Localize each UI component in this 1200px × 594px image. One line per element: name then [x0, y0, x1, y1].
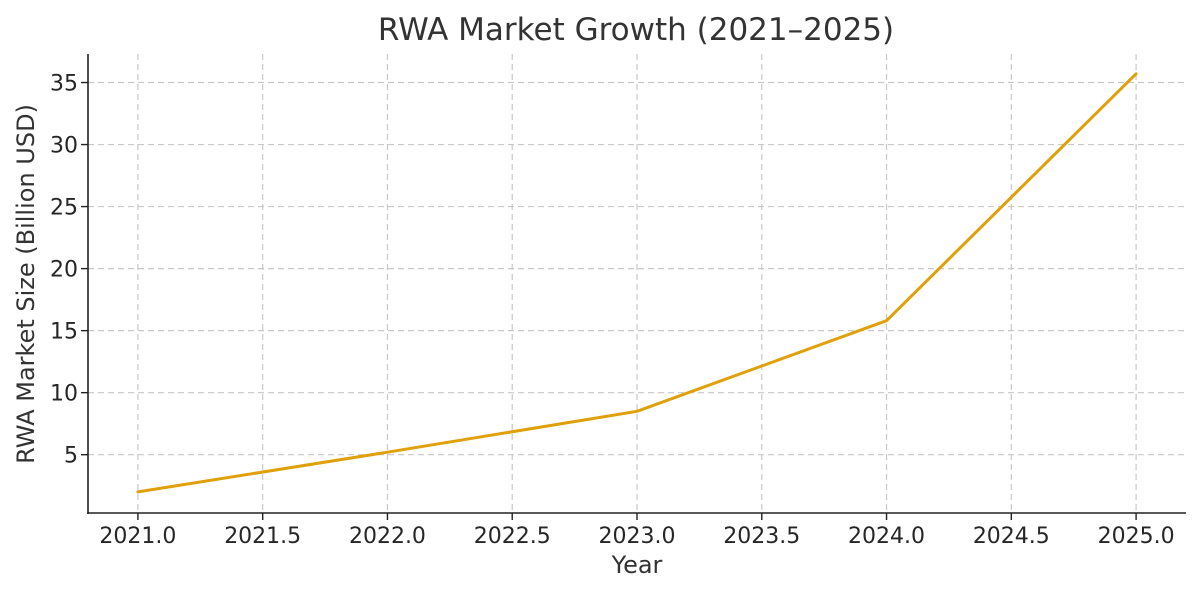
y-tick-label: 25 — [50, 196, 78, 221]
x-tick-label: 2022.5 — [474, 524, 551, 549]
grid — [88, 54, 1186, 513]
x-axis-ticks: 2021.0 2021.5 2022.0 2022.5 2023.0 2023.5 2024… — [99, 513, 1175, 549]
x-tick-label: 2023.0 — [599, 524, 676, 549]
series-line — [136, 72, 1138, 494]
x-tick-label: 2024.0 — [848, 524, 925, 549]
x-tick-label: 2021.0 — [99, 524, 176, 549]
x-tick-label: 2021.5 — [224, 524, 301, 549]
x-axis-label: Year — [611, 551, 663, 579]
x-tick-label: 2024.5 — [973, 524, 1050, 549]
y-tick-label: 35 — [50, 72, 78, 97]
x-tick-label: 2025.0 — [1098, 524, 1175, 549]
y-tick-label: 30 — [50, 134, 78, 159]
x-tick-label: 2023.5 — [723, 524, 800, 549]
chart-title: RWA Market Growth (2021–2025) — [378, 12, 894, 48]
x-tick-label: 2022.0 — [349, 524, 426, 549]
y-tick-label: 5 — [64, 444, 78, 469]
series-layer — [136, 72, 1138, 494]
y-axis-ticks: 5 10 15 20 25 30 35 — [50, 72, 88, 469]
y-tick-label: 10 — [50, 382, 78, 407]
y-tick-label: 20 — [50, 258, 78, 283]
y-tick-label: 15 — [50, 320, 78, 345]
y-axis-label: RWA Market Size (Billion USD) — [12, 104, 40, 464]
